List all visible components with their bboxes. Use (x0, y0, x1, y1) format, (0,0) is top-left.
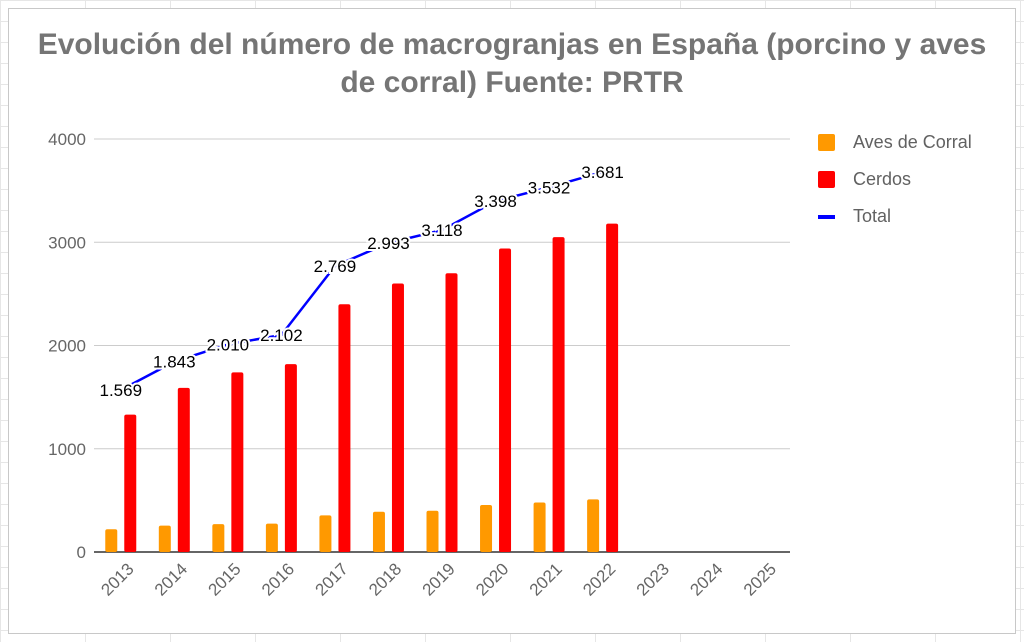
legend-label-cerdos: Cerdos (853, 169, 912, 189)
y-tick-label: 1000 (48, 440, 86, 459)
data-label-total: 3.398 (474, 192, 517, 211)
x-tick-label: 2020 (472, 559, 512, 599)
x-tick-label: 2022 (579, 559, 619, 599)
legend-label-total: Total (853, 206, 892, 226)
legend-item-cerdos[interactable]: Cerdos (818, 161, 972, 198)
bar-cerdos (231, 372, 244, 552)
bar-aves-de-corral (533, 502, 546, 552)
bar-aves-de-corral (212, 524, 225, 552)
chart-title: Evolución del número de macrogranjas en … (37, 28, 987, 99)
x-tick-label: 2024 (686, 559, 726, 599)
bar-cerdos (445, 273, 458, 552)
data-label-total: 2.993 (367, 234, 410, 253)
data-label-total: 1.843 (153, 353, 196, 372)
y-tick-label: 3000 (48, 233, 86, 252)
data-label-total: 2.010 (207, 335, 250, 354)
y-tick-label: 2000 (48, 337, 86, 356)
data-label-total: 1.569 (99, 381, 142, 400)
bar-cerdos (499, 248, 512, 552)
bar-aves-de-corral (480, 505, 493, 552)
legend: Aves de Corral Cerdos Total (818, 124, 972, 235)
bar-cerdos (606, 223, 619, 553)
x-tick-label: 2021 (526, 559, 566, 599)
data-label-total: 3.681 (581, 163, 624, 182)
bar-aves-de-corral (158, 525, 171, 552)
chart-card[interactable] (8, 8, 1016, 634)
legend-label-aves: Aves de Corral (853, 132, 972, 152)
bar-cerdos (124, 414, 137, 552)
y-tick-label: 0 (77, 543, 86, 562)
bar-aves-de-corral (587, 499, 600, 552)
x-tick-label: 2013 (97, 559, 137, 599)
data-label-total: 3.118 (421, 221, 462, 240)
bar-cerdos (338, 304, 351, 552)
x-tick-label: 2015 (204, 559, 244, 599)
bar-aves-de-corral (426, 510, 439, 552)
legend-item-total[interactable]: Total (818, 198, 972, 235)
bar-aves-de-corral (105, 529, 118, 552)
bar-aves-de-corral (265, 523, 278, 552)
legend-swatch-aves (818, 134, 835, 151)
data-label-total: 3.532 (528, 178, 571, 197)
bar-aves-de-corral (372, 511, 385, 552)
data-label-total: 2.769 (314, 257, 357, 276)
x-tick-label: 2025 (740, 559, 780, 599)
x-tick-label: 2016 (258, 559, 298, 599)
x-tick-label: 2023 (633, 559, 673, 599)
bar-cerdos (284, 364, 297, 552)
bar-cerdos (177, 387, 190, 552)
legend-swatch-total (818, 214, 835, 219)
bar-cerdos (552, 237, 565, 552)
y-tick-label: 4000 (48, 130, 86, 149)
data-label-total: 2.102 (260, 326, 303, 345)
x-tick-label: 2017 (312, 559, 352, 599)
x-tick-label: 2014 (151, 559, 191, 599)
legend-item-aves[interactable]: Aves de Corral (818, 124, 972, 161)
line-total (120, 170, 603, 392)
bar-aves-de-corral (319, 515, 332, 552)
x-tick-label: 2018 (365, 559, 405, 599)
bar-cerdos (391, 283, 404, 552)
x-tick-label: 2019 (419, 559, 459, 599)
legend-swatch-cerdos (818, 171, 835, 188)
